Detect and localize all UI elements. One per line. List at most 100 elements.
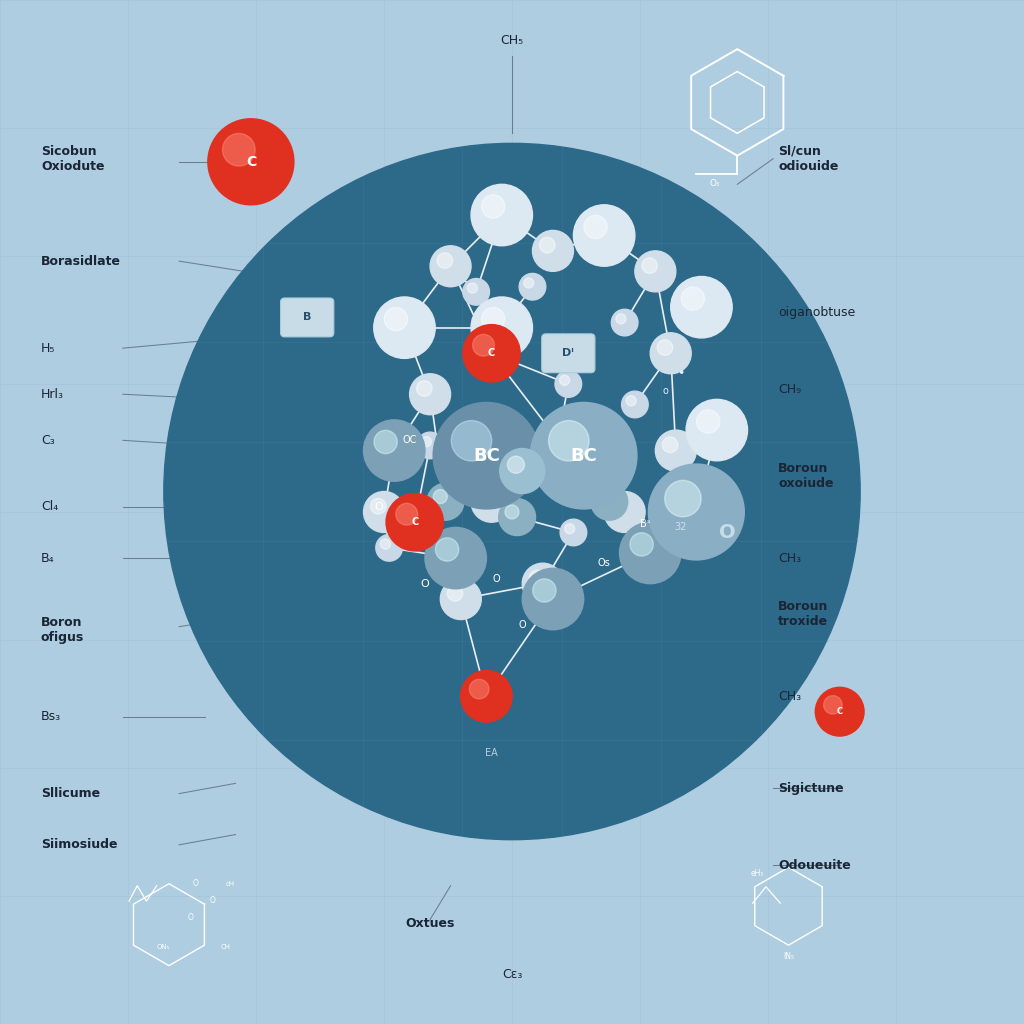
- Circle shape: [481, 195, 505, 218]
- Circle shape: [396, 504, 418, 525]
- Circle shape: [630, 532, 653, 556]
- Text: B₄: B₄: [41, 552, 54, 564]
- Circle shape: [507, 456, 524, 473]
- Text: O: O: [518, 620, 526, 630]
- Text: Cε₃: Cε₃: [502, 969, 522, 981]
- Circle shape: [686, 399, 748, 461]
- Text: IN₅: IN₅: [783, 952, 794, 962]
- Text: BC: BC: [570, 446, 597, 465]
- Circle shape: [499, 499, 536, 536]
- Circle shape: [386, 494, 443, 551]
- Circle shape: [509, 458, 524, 473]
- Text: O: O: [187, 912, 194, 922]
- Text: Sllicume: Sllicume: [41, 787, 100, 800]
- Circle shape: [374, 430, 397, 454]
- Text: B: B: [303, 312, 311, 323]
- Circle shape: [591, 483, 628, 520]
- Circle shape: [611, 309, 638, 336]
- Text: CH₃: CH₃: [778, 552, 802, 564]
- Circle shape: [611, 499, 627, 514]
- Circle shape: [421, 436, 431, 446]
- Text: O: O: [193, 879, 199, 888]
- Text: EA: EA: [485, 748, 498, 758]
- Text: Sicobun
Oxiodute: Sicobun Oxiodute: [41, 144, 104, 173]
- Circle shape: [364, 420, 425, 481]
- Circle shape: [642, 258, 657, 273]
- Circle shape: [648, 464, 744, 560]
- Text: H₅: H₅: [41, 342, 55, 354]
- Text: OC: OC: [402, 435, 417, 445]
- Circle shape: [502, 451, 543, 492]
- Text: C: C: [837, 708, 843, 716]
- Circle shape: [481, 307, 505, 331]
- Circle shape: [461, 671, 512, 722]
- Circle shape: [532, 230, 573, 271]
- Circle shape: [532, 579, 556, 602]
- Text: Siimosiude: Siimosiude: [41, 839, 118, 851]
- Text: O₅: O₅: [710, 179, 720, 187]
- Circle shape: [530, 402, 637, 509]
- Text: Cl₄: Cl₄: [41, 501, 58, 513]
- Circle shape: [222, 133, 255, 166]
- Circle shape: [462, 549, 472, 559]
- Text: Bs₃: Bs₃: [41, 711, 61, 723]
- Circle shape: [573, 205, 635, 266]
- Text: Hrl₃: Hrl₃: [41, 388, 63, 400]
- Text: Os: Os: [598, 558, 610, 568]
- Circle shape: [478, 488, 494, 504]
- Text: O: O: [493, 573, 501, 584]
- Circle shape: [437, 253, 453, 268]
- Circle shape: [364, 492, 404, 532]
- Text: Boroun
oxoiude: Boroun oxoiude: [778, 462, 834, 490]
- Circle shape: [519, 273, 546, 300]
- Text: CH₅: CH₅: [501, 35, 523, 47]
- Text: Odoueuite: Odoueuite: [778, 859, 851, 871]
- FancyBboxPatch shape: [542, 334, 595, 373]
- Circle shape: [545, 427, 560, 442]
- Circle shape: [425, 527, 486, 589]
- Text: O: O: [210, 896, 216, 905]
- Circle shape: [433, 402, 540, 509]
- Text: CH₉: CH₉: [778, 383, 802, 395]
- Circle shape: [663, 437, 678, 453]
- Circle shape: [665, 480, 701, 517]
- Text: oiganobtuse: oiganobtuse: [778, 306, 855, 318]
- Text: Borasidlate: Borasidlate: [41, 255, 121, 267]
- Text: o: o: [663, 386, 669, 396]
- Text: Boroun
troxide: Boroun troxide: [778, 600, 828, 629]
- Circle shape: [430, 246, 471, 287]
- Circle shape: [522, 568, 584, 630]
- Circle shape: [650, 333, 691, 374]
- Circle shape: [597, 489, 611, 504]
- Circle shape: [380, 539, 390, 549]
- Circle shape: [560, 519, 587, 546]
- Circle shape: [559, 375, 569, 385]
- Circle shape: [463, 325, 520, 382]
- Circle shape: [458, 545, 484, 571]
- Circle shape: [473, 335, 495, 356]
- Circle shape: [471, 184, 532, 246]
- Text: Bˢ: Bˢ: [640, 519, 650, 529]
- FancyBboxPatch shape: [281, 298, 334, 337]
- Text: ON₅: ON₅: [157, 944, 170, 950]
- Circle shape: [469, 679, 489, 699]
- Circle shape: [626, 395, 636, 406]
- Circle shape: [681, 287, 705, 310]
- Text: Sigictune: Sigictune: [778, 782, 844, 795]
- Text: C: C: [487, 348, 496, 358]
- Circle shape: [529, 570, 545, 586]
- Circle shape: [696, 410, 720, 433]
- Circle shape: [410, 374, 451, 415]
- Text: BC: BC: [473, 446, 500, 465]
- Circle shape: [815, 687, 864, 736]
- Text: C₃: C₃: [41, 434, 54, 446]
- Circle shape: [604, 492, 645, 532]
- Circle shape: [208, 119, 294, 205]
- Circle shape: [635, 251, 676, 292]
- Circle shape: [538, 420, 579, 461]
- Text: C: C: [246, 155, 256, 169]
- Circle shape: [584, 215, 607, 239]
- Circle shape: [417, 432, 443, 459]
- Circle shape: [523, 278, 534, 288]
- Circle shape: [417, 381, 432, 396]
